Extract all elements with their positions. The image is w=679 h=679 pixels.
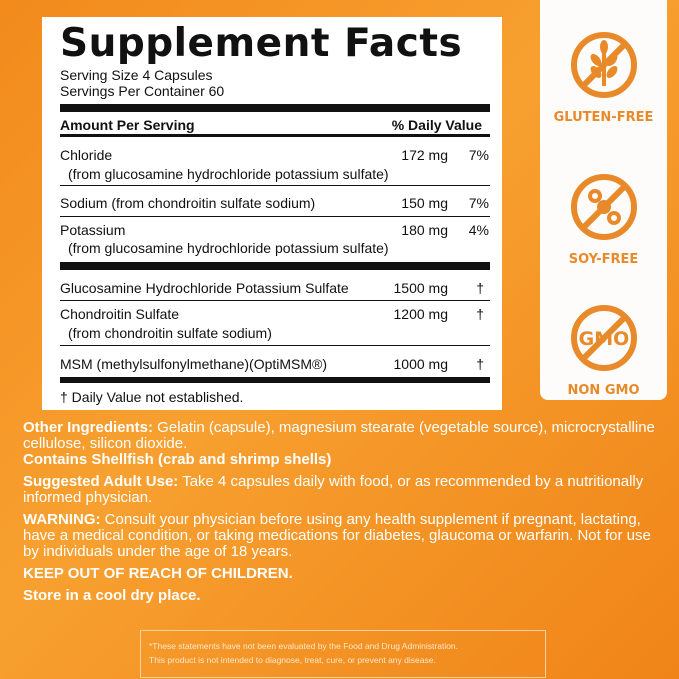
divider bbox=[60, 345, 490, 346]
product-info: Other Ingredients: Gelatin (capsule), ma… bbox=[23, 420, 663, 610]
suggested-use-label: Suggested Adult Use: bbox=[23, 473, 179, 490]
ingredient-dv: † bbox=[476, 356, 484, 372]
supplement-facts-panel: Supplement Facts Serving Size 4 Capsules… bbox=[42, 17, 502, 410]
nutrient-amount: 180 mg bbox=[401, 222, 448, 238]
ingredient-dv: † bbox=[476, 306, 484, 322]
badge-soy-free: SOY-FREE bbox=[540, 172, 667, 267]
footnote: † Daily Value not established. bbox=[60, 389, 244, 405]
divider bbox=[60, 134, 490, 137]
header-dv: % Daily Value bbox=[391, 117, 482, 133]
ingredient-name: Glucosamine Hydrochloride Potassium Sulf… bbox=[60, 280, 349, 296]
shellfish-warning: Contains Shellfish (crab and shrimp shel… bbox=[23, 451, 332, 468]
nutrient-name: Sodium (from chondroitin sulfate sodium) bbox=[60, 195, 316, 211]
nutrient-source: (from glucosamine hydrochloride potassiu… bbox=[68, 240, 389, 256]
divider bbox=[60, 300, 490, 301]
gmo-crossed-icon: GMO bbox=[570, 305, 637, 371]
ingredient-source: (from chondroitin sulfate sodium) bbox=[68, 325, 272, 341]
ingredient-dv: † bbox=[476, 280, 484, 296]
divider-thick bbox=[60, 377, 490, 383]
storage-text: Store in a cool dry place. bbox=[23, 587, 201, 604]
warning-label: WARNING: bbox=[23, 511, 101, 528]
soy-crossed-icon bbox=[570, 174, 637, 240]
header-amount: Amount Per Serving bbox=[60, 117, 195, 133]
serving-size: Serving Size 4 Capsules bbox=[60, 67, 213, 83]
other-ingredients-text: Gelatin (capsule), magnesium stearate (v… bbox=[23, 419, 655, 452]
divider bbox=[60, 216, 490, 217]
disclaimer-line: This product is not intended to diagnose… bbox=[149, 655, 436, 665]
ingredient-amount: 1000 mg bbox=[393, 356, 448, 372]
fda-disclaimer: *These statements have not been evaluate… bbox=[140, 630, 546, 678]
badge-gluten-free: GLUTEN-FREE bbox=[540, 30, 667, 125]
warning-text: Consult your physician before using any … bbox=[23, 511, 651, 560]
nutrient-source: (from glucosamine hydrochloride potassiu… bbox=[68, 166, 389, 182]
servings-per-container: Servings Per Container 60 bbox=[60, 83, 225, 99]
nutrient-name: Potassium bbox=[60, 222, 126, 238]
divider-thick bbox=[60, 104, 490, 112]
nutrient-dv: 4% bbox=[468, 222, 489, 238]
nutrient-name: Chloride bbox=[60, 147, 113, 163]
badge-label: GLUTEN-FREE bbox=[553, 110, 654, 125]
ingredient-name: MSM (methylsulfonylmethane)(OptiMSM®) bbox=[60, 356, 328, 372]
ingredient-amount: 1200 mg bbox=[393, 306, 448, 322]
nutrient-amount: 150 mg bbox=[401, 195, 448, 211]
badge-non-gmo: GMO NON GMO bbox=[540, 303, 667, 398]
keep-out-text: KEEP OUT OF REACH OF CHILDREN. bbox=[23, 565, 293, 582]
nutrient-amount: 172 mg bbox=[401, 147, 448, 163]
disclaimer-line: *These statements have not been evaluate… bbox=[149, 641, 459, 651]
badge-label: SOY-FREE bbox=[568, 252, 639, 267]
divider-thick bbox=[60, 262, 490, 270]
badges-panel: GLUTEN-FREE SOY-FREE GMO NON GMO bbox=[540, 0, 667, 400]
facts-title: Supplement Facts bbox=[60, 21, 463, 66]
divider bbox=[60, 185, 490, 186]
wheat-crossed-icon bbox=[570, 32, 637, 98]
ingredient-name: Chondroitin Sulfate bbox=[60, 306, 180, 322]
nutrient-dv: 7% bbox=[468, 147, 489, 163]
ingredient-amount: 1500 mg bbox=[393, 280, 448, 296]
suggested-use-text: Take 4 capsules daily with food, or as r… bbox=[23, 473, 644, 506]
other-ingredients-label: Other Ingredients: bbox=[23, 419, 154, 436]
badge-label: NON GMO bbox=[567, 383, 640, 398]
nutrient-dv: 7% bbox=[468, 195, 489, 211]
